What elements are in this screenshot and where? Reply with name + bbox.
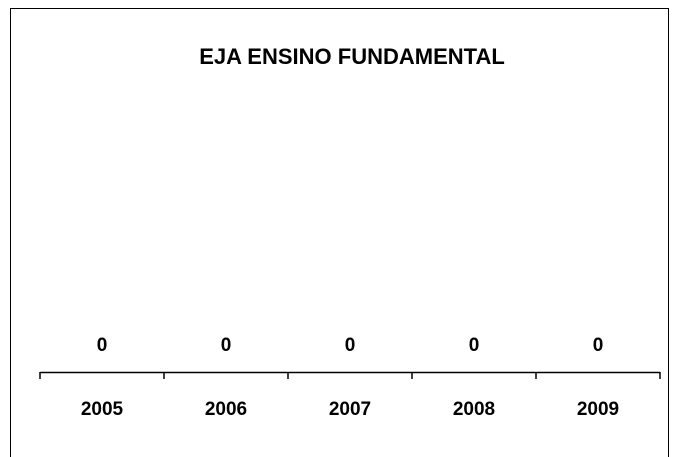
data-label: 0 (469, 335, 480, 356)
x-tick-label: 2005 (81, 399, 124, 420)
x-tick-label: 2009 (577, 399, 619, 420)
x-tick-label: 2008 (453, 399, 495, 420)
data-label: 0 (593, 335, 604, 356)
chart-border (10, 8, 669, 457)
x-tick-label: 2006 (205, 399, 247, 420)
x-tick-label: 2007 (329, 399, 371, 420)
data-label: 0 (221, 335, 232, 356)
data-label: 0 (345, 335, 356, 356)
data-label: 0 (97, 335, 108, 356)
chart-title: EJA ENSINO FUNDAMENTAL (199, 44, 505, 69)
